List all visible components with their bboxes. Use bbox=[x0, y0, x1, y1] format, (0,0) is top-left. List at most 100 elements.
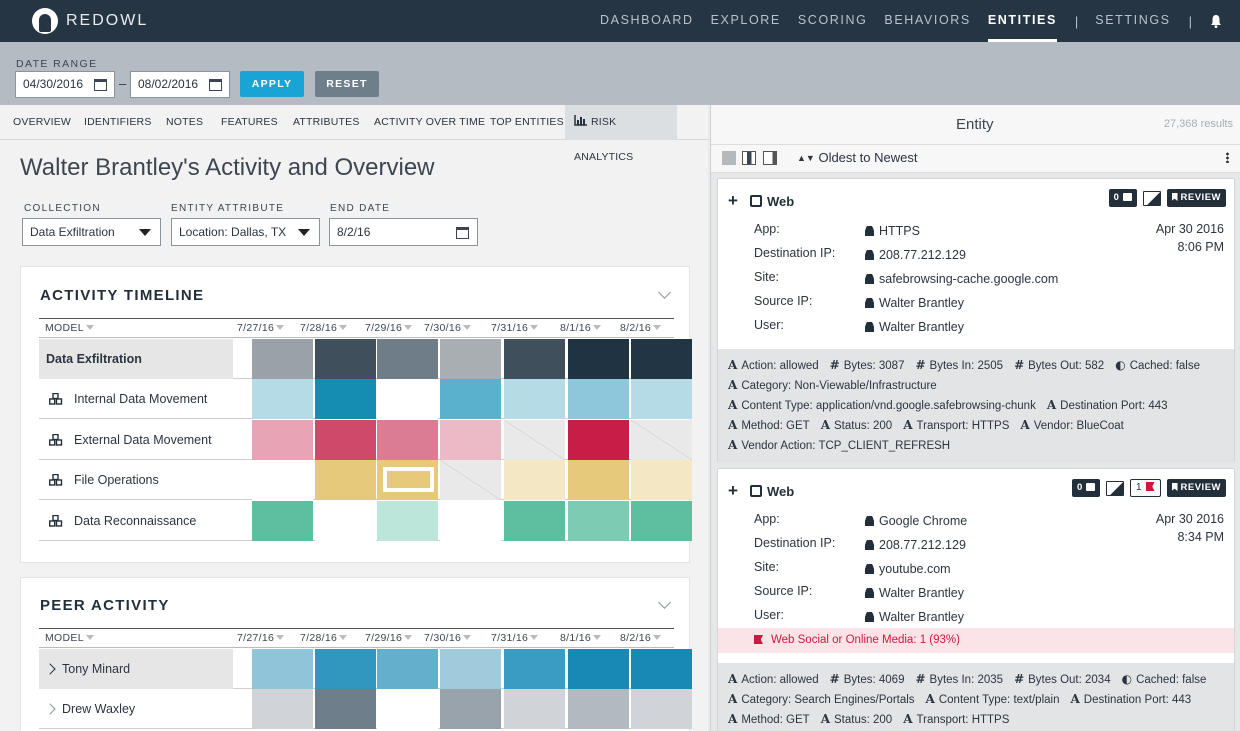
event-card[interactable]: + Web 0 REVIEW App: HTTPS Destination IP: 208.… bbox=[717, 178, 1235, 463]
expand-plus-icon[interactable]: + bbox=[728, 481, 738, 500]
date-header[interactable]: 8/1/16 bbox=[560, 322, 601, 334]
heatmap-cell[interactable] bbox=[440, 419, 501, 460]
attribute-chip[interactable]: A Destination Port: 443 bbox=[1047, 395, 1168, 415]
more-options-icon[interactable] bbox=[1226, 152, 1229, 163]
heatmap-cell[interactable] bbox=[440, 460, 501, 501]
comment-count-badge[interactable]: 0 bbox=[1072, 479, 1100, 497]
attribute-chip[interactable]: A Status: 200 bbox=[821, 415, 893, 435]
heatmap-cell[interactable] bbox=[631, 379, 692, 420]
heatmap-cell[interactable] bbox=[568, 460, 629, 501]
peer-row[interactable]: Drew Waxley bbox=[39, 689, 692, 730]
heatmap-cell[interactable] bbox=[377, 649, 438, 689]
heatmap-cell[interactable] bbox=[631, 500, 692, 541]
calendar-icon[interactable] bbox=[94, 79, 107, 91]
heatmap-cell[interactable] bbox=[377, 460, 438, 501]
field-value[interactable]: Walter Brantley bbox=[865, 296, 964, 310]
heatmap-cell[interactable] bbox=[631, 460, 692, 501]
date-header[interactable]: 7/27/16 bbox=[237, 322, 285, 334]
review-button[interactable]: REVIEW bbox=[1166, 479, 1226, 497]
field-value[interactable]: Google Chrome bbox=[865, 514, 967, 528]
field-value[interactable]: HTTPS bbox=[865, 224, 920, 238]
date-header[interactable]: 7/29/16 bbox=[365, 322, 413, 334]
apply-button[interactable]: APPLY bbox=[240, 71, 304, 97]
entity-attribute-select[interactable]: Location: Dallas, TX bbox=[171, 218, 320, 246]
heatmap-cell[interactable] bbox=[504, 689, 565, 730]
field-value[interactable]: 208.77.212.129 bbox=[865, 538, 966, 552]
attribute-chip[interactable]: # Bytes: 3087 bbox=[830, 355, 905, 375]
heatmap-cell[interactable] bbox=[631, 649, 692, 689]
attribute-chip[interactable]: A Transport: HTTPS bbox=[903, 415, 1009, 435]
heatmap-cell[interactable] bbox=[504, 500, 565, 541]
attribute-chip[interactable]: ◐ Cached: false bbox=[1115, 355, 1200, 375]
field-value[interactable]: Walter Brantley bbox=[865, 610, 964, 624]
date-header[interactable]: 8/2/16 bbox=[620, 632, 661, 644]
date-header[interactable]: 7/30/16 bbox=[424, 632, 472, 644]
heatmap-cell[interactable] bbox=[377, 689, 438, 730]
heatmap-cell[interactable] bbox=[568, 500, 629, 541]
date-header[interactable]: 8/2/16 bbox=[620, 322, 661, 334]
collapse-chevron-icon[interactable] bbox=[658, 286, 671, 299]
attribute-chip[interactable]: A Destination Port: 443 bbox=[1070, 689, 1191, 709]
view-split-icon[interactable] bbox=[742, 151, 756, 165]
heatmap-cell[interactable] bbox=[252, 689, 313, 730]
attribute-chip[interactable]: A Vendor: BlueCoat bbox=[1020, 415, 1123, 435]
attribute-chip[interactable]: # Bytes Out: 582 bbox=[1014, 355, 1104, 375]
heatmap-cell[interactable] bbox=[252, 379, 313, 420]
expand-chevron-icon[interactable] bbox=[44, 703, 56, 716]
attribute-chip[interactable]: A Category: Search Engines/Portals bbox=[728, 689, 915, 709]
nav-settings[interactable]: SETTINGS bbox=[1095, 13, 1171, 27]
heatmap-cell[interactable] bbox=[252, 339, 313, 379]
reset-button[interactable]: RESET bbox=[315, 71, 379, 97]
expand-chevron-icon[interactable] bbox=[44, 663, 56, 675]
attribute-chip[interactable]: A Status: 200 bbox=[821, 709, 893, 729]
heatmap-cell[interactable] bbox=[315, 649, 376, 689]
heatmap-cell[interactable] bbox=[315, 419, 376, 460]
attribute-chip[interactable]: # Bytes Out: 2034 bbox=[1014, 669, 1111, 689]
attribute-chip[interactable]: # Bytes: 4069 bbox=[830, 669, 905, 689]
image-icon[interactable] bbox=[1142, 190, 1161, 206]
date-header[interactable]: 7/28/16 bbox=[300, 322, 348, 334]
timeline-row[interactable]: Data Exfiltration bbox=[39, 339, 692, 379]
heatmap-cell[interactable] bbox=[252, 419, 313, 460]
attribute-chip[interactable]: A Category: Non-Viewable/Infrastructure bbox=[728, 375, 937, 395]
image-icon[interactable] bbox=[1105, 480, 1124, 496]
heatmap-cell[interactable] bbox=[631, 339, 692, 379]
timeline-row[interactable]: File Operations bbox=[39, 460, 692, 501]
field-value[interactable]: Walter Brantley bbox=[865, 586, 964, 600]
attribute-chip[interactable]: ◐ Cached: false bbox=[1122, 669, 1207, 689]
review-button[interactable]: REVIEW bbox=[1166, 189, 1226, 207]
date-header[interactable]: 7/29/16 bbox=[365, 632, 413, 644]
date-header[interactable]: 7/31/16 bbox=[491, 322, 539, 334]
nav-scoring[interactable]: SCORING bbox=[797, 13, 868, 27]
field-value[interactable]: safebrowsing-cache.google.com bbox=[865, 272, 1058, 286]
heatmap-cell[interactable] bbox=[631, 689, 692, 730]
heatmap-cell[interactable] bbox=[440, 689, 501, 730]
tab-activity-over-time[interactable]: ACTIVITY OVER TIME bbox=[374, 116, 486, 128]
heatmap-cell[interactable] bbox=[315, 379, 376, 420]
tab-top-entities[interactable]: TOP ENTITIES bbox=[490, 116, 564, 128]
tab-features[interactable]: FEATURES bbox=[221, 116, 278, 128]
attribute-chip[interactable]: # Bytes In: 2505 bbox=[915, 355, 1003, 375]
collapse-chevron-icon[interactable] bbox=[658, 596, 671, 609]
calendar-icon[interactable] bbox=[209, 79, 222, 91]
field-value[interactable]: 208.77.212.129 bbox=[865, 248, 966, 262]
view-list-icon[interactable] bbox=[763, 151, 777, 165]
heatmap-cell[interactable] bbox=[377, 339, 438, 379]
brand-logo[interactable]: REDOWL bbox=[32, 8, 148, 34]
collection-select[interactable]: Data Exfiltration bbox=[22, 218, 161, 246]
attribute-chip[interactable]: A Vendor Action: TCP_CLIENT_REFRESH bbox=[728, 435, 950, 455]
heatmap-cell[interactable] bbox=[440, 339, 501, 379]
attribute-chip[interactable]: A Transport: HTTPS bbox=[903, 709, 1009, 729]
view-full-icon[interactable] bbox=[722, 151, 736, 165]
date-header[interactable]: 7/27/16 bbox=[237, 632, 285, 644]
end-date-input[interactable]: 08/02/2016 bbox=[130, 71, 230, 98]
expand-plus-icon[interactable]: + bbox=[728, 191, 738, 210]
timeline-row[interactable]: External Data Movement bbox=[39, 419, 692, 460]
heatmap-cell[interactable] bbox=[377, 379, 438, 420]
risk-alert[interactable]: Web Social or Online Media: 1 (93%) bbox=[718, 628, 1234, 653]
field-value[interactable]: Walter Brantley bbox=[865, 320, 964, 334]
heatmap-cell[interactable] bbox=[631, 419, 692, 460]
heatmap-cell[interactable] bbox=[568, 379, 629, 420]
attribute-chip[interactable]: A Action: allowed bbox=[728, 355, 819, 375]
nav-entities[interactable]: ENTITIES bbox=[987, 0, 1057, 42]
